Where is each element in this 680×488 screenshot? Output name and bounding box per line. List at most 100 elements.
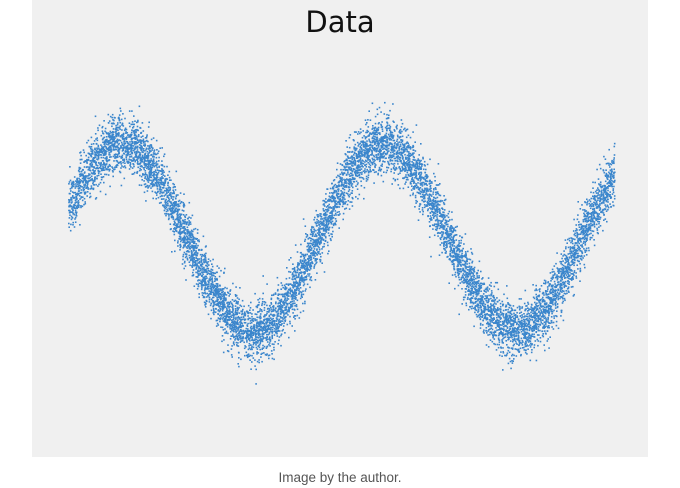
data-point	[207, 313, 210, 316]
data-point	[540, 306, 543, 308]
data-point	[320, 220, 322, 223]
data-point	[112, 155, 115, 158]
data-point	[489, 328, 491, 330]
data-point	[183, 221, 186, 223]
data-point	[260, 340, 262, 342]
data-point	[452, 261, 454, 263]
data-point	[484, 288, 487, 291]
data-point	[109, 138, 112, 141]
data-point	[261, 304, 263, 307]
data-point	[178, 226, 181, 228]
data-point	[490, 332, 493, 334]
data-point	[348, 159, 351, 162]
data-point	[89, 162, 92, 165]
data-point	[284, 309, 286, 311]
data-point	[422, 157, 424, 160]
data-point	[461, 288, 463, 290]
data-point	[544, 349, 546, 352]
data-point	[525, 333, 528, 335]
data-point	[483, 313, 486, 316]
data-point	[365, 163, 368, 166]
data-point	[522, 316, 524, 318]
data-point	[124, 142, 127, 144]
data-point	[115, 148, 118, 151]
data-point	[562, 297, 564, 300]
data-point	[552, 291, 555, 294]
data-point	[487, 299, 490, 301]
data-point	[332, 210, 334, 212]
data-point	[169, 204, 172, 207]
data-point	[261, 332, 264, 334]
data-point	[394, 178, 397, 181]
data-point	[465, 267, 467, 270]
data-point	[228, 309, 231, 311]
data-point	[103, 146, 105, 148]
data-point	[328, 226, 331, 229]
data-point	[77, 202, 79, 205]
data-point	[144, 157, 146, 160]
data-point	[364, 119, 367, 121]
data-point	[350, 185, 353, 187]
data-point	[216, 265, 219, 267]
data-point	[281, 310, 283, 312]
data-point	[68, 217, 71, 219]
data-point	[132, 123, 134, 126]
data-point	[429, 204, 431, 206]
data-point	[564, 299, 566, 302]
data-point	[600, 194, 603, 196]
data-point	[108, 136, 111, 139]
data-point	[308, 247, 310, 249]
data-point	[425, 168, 427, 171]
data-point	[520, 330, 523, 333]
data-point	[574, 232, 576, 235]
data-point	[118, 132, 120, 134]
data-point	[119, 171, 122, 174]
data-point	[403, 161, 405, 164]
data-point	[126, 137, 128, 139]
data-point	[431, 219, 433, 221]
data-point	[537, 308, 539, 311]
data-point	[430, 208, 432, 210]
data-point	[404, 176, 407, 178]
data-point	[251, 315, 253, 318]
data-point	[550, 310, 552, 313]
data-point	[82, 174, 84, 176]
data-point	[513, 329, 516, 332]
data-point	[272, 326, 274, 328]
data-point	[306, 270, 308, 272]
data-point	[557, 327, 560, 330]
data-point	[471, 253, 474, 255]
data-point	[266, 345, 269, 348]
data-point	[504, 324, 506, 327]
data-point	[74, 209, 77, 212]
data-point	[487, 330, 489, 332]
data-point	[195, 271, 197, 274]
data-point	[377, 122, 380, 125]
data-point	[167, 189, 169, 192]
data-point	[420, 195, 423, 198]
data-point	[547, 305, 549, 307]
data-point	[170, 201, 172, 204]
data-point	[588, 249, 590, 252]
data-point	[342, 198, 344, 201]
data-point	[89, 163, 91, 166]
data-point	[531, 307, 533, 309]
data-point	[178, 218, 180, 220]
data-point	[601, 186, 604, 188]
data-point	[300, 272, 302, 274]
data-point	[96, 152, 99, 154]
data-point	[163, 209, 166, 212]
data-point	[581, 245, 583, 248]
data-point	[152, 171, 155, 173]
data-point	[483, 298, 486, 300]
data-point	[313, 265, 316, 268]
data-point	[156, 169, 159, 171]
data-point	[91, 148, 93, 151]
data-point	[211, 278, 213, 281]
data-point	[344, 179, 346, 182]
data-point	[268, 333, 271, 335]
data-point	[80, 191, 83, 194]
data-point	[97, 167, 99, 169]
data-point	[251, 318, 253, 320]
data-point	[417, 158, 419, 160]
